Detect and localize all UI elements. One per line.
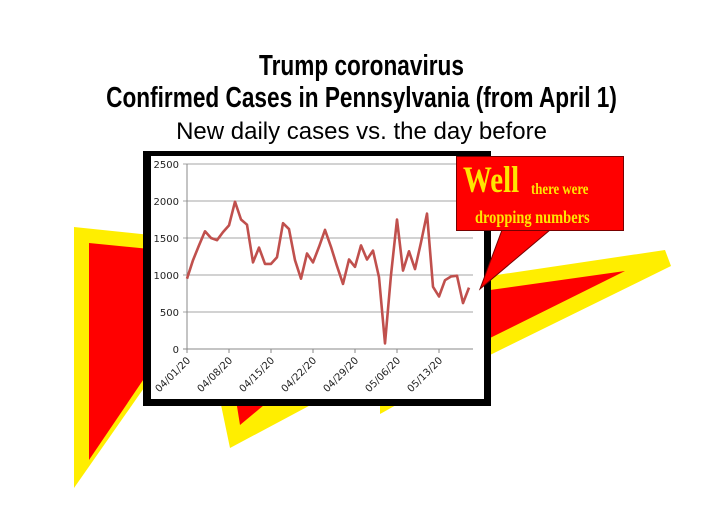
y-tick-label: 0 [173, 345, 179, 356]
callout-line-2: dropping numbers [475, 207, 590, 227]
y-tick-label: 500 [160, 308, 179, 319]
right-red-shape [490, 271, 625, 338]
data-line [185, 200, 471, 345]
y-tick-label: 2000 [154, 197, 179, 208]
left-red-shape [89, 243, 160, 460]
title-line-1: Trump coronavirus [259, 50, 464, 82]
subtitle: New daily cases vs. the day before [176, 118, 547, 145]
callout-word-big: Well [463, 160, 520, 201]
callout-box: Well there were dropping numbers [456, 156, 624, 231]
y-tick-label: 2500 [154, 160, 179, 171]
y-axis: 0 500 1000 1500 2000 2500 [154, 160, 188, 356]
y-tick-label: 1000 [154, 271, 179, 282]
callout-tail [478, 229, 552, 291]
callout-word-small: there were [531, 181, 589, 198]
right-yellow-shape [490, 250, 671, 355]
title-line-2: Confirmed Cases in Pennsylvania (from Ap… [106, 82, 617, 114]
middle-red-shape [236, 400, 270, 425]
y-tick-label: 1500 [154, 234, 179, 245]
